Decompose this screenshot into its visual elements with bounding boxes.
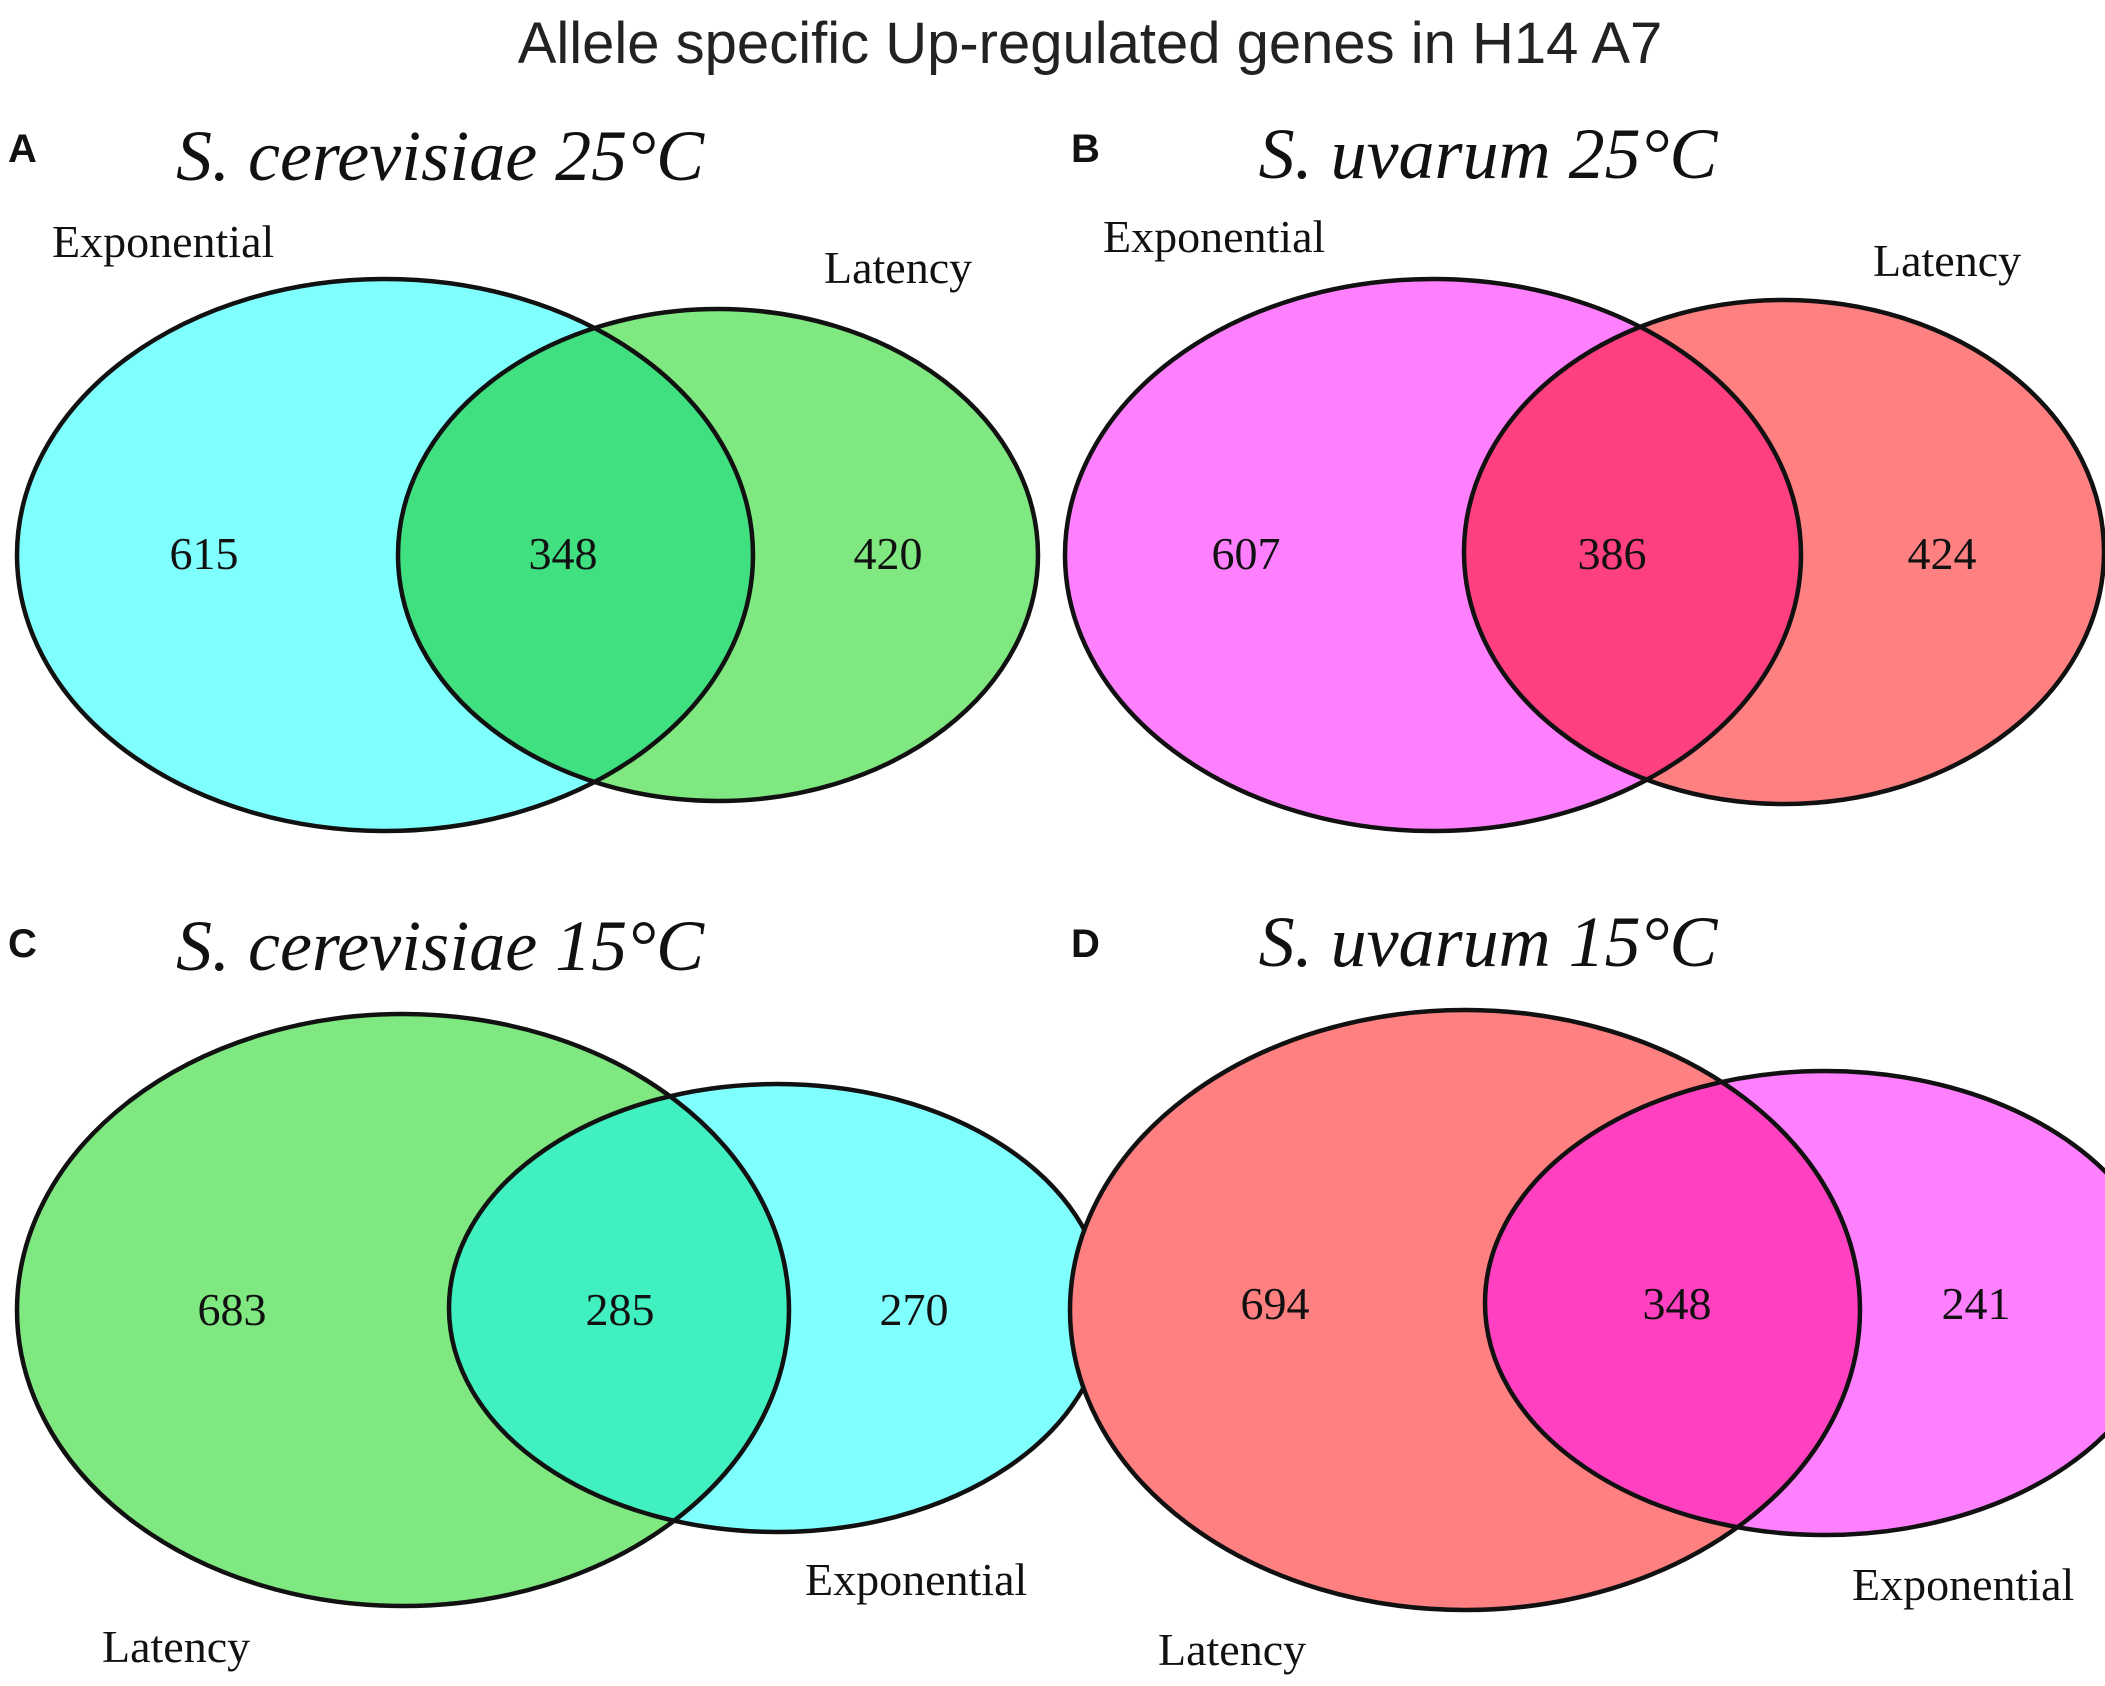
set-left-label: Latency [1158, 1624, 1306, 1675]
panel-letter: C [8, 922, 37, 966]
panel-heading: S. uvarum 25°C [1259, 114, 1719, 194]
set-right-label: Exponential [805, 1554, 1027, 1605]
set-right-label: Latency [824, 242, 972, 293]
panel-b: B S. uvarum 25°C Exponential Latency 607… [1062, 114, 2105, 834]
set-right-label: Exponential [1852, 1559, 2074, 1610]
panel-heading: S. cerevisiae 15°C [176, 906, 705, 986]
panel-letter: D [1071, 922, 1100, 966]
panel-a: A S. cerevisiae 25°C Exponential Latency… [8, 116, 1041, 834]
count-left-only: 607 [1212, 528, 1281, 579]
panel-c: C S. cerevisiae 15°C Latency Exponential… [8, 906, 1108, 1672]
panel-letter: B [1071, 127, 1100, 171]
panel-heading: S. cerevisiae 25°C [176, 116, 705, 196]
figure-title: Allele specific Up-regulated genes in H1… [518, 11, 1663, 76]
set-left-label: Exponential [52, 216, 274, 267]
set-right-outline [1461, 297, 2105, 807]
set-overlap-fill [1464, 300, 1801, 804]
count-left-only: 615 [170, 528, 239, 579]
set-left-label: Exponential [1103, 211, 1325, 262]
panel-letter: A [8, 127, 37, 171]
count-overlap: 348 [529, 528, 598, 579]
set-left-outline [14, 276, 756, 834]
count-right-only: 424 [1908, 528, 1977, 579]
set-left-outline [1067, 1007, 1863, 1613]
panel-heading: S. uvarum 15°C [1259, 902, 1719, 982]
count-right-only: 270 [880, 1284, 949, 1335]
set-right-label: Latency [1873, 235, 2021, 286]
count-left-only: 683 [198, 1284, 267, 1335]
set-overlap-fill [1485, 1071, 1860, 1535]
count-overlap: 386 [1578, 528, 1647, 579]
set-left-outline [1062, 276, 1804, 834]
set-left-label: Latency [102, 1621, 250, 1672]
count-right-only: 241 [1942, 1278, 2011, 1329]
set-right-outline [395, 306, 1041, 804]
count-right-only: 420 [854, 528, 923, 579]
count-overlap: 348 [1643, 1278, 1712, 1329]
count-overlap: 285 [586, 1284, 655, 1335]
set-left-outline [14, 1011, 792, 1609]
panel-d: D S. uvarum 15°C Latency Exponential 694… [1067, 902, 2105, 1675]
set-overlap-fill [449, 1084, 789, 1532]
count-left-only: 694 [1241, 1278, 1310, 1329]
set-right-outline [1482, 1068, 2105, 1538]
set-overlap-fill [398, 309, 753, 801]
